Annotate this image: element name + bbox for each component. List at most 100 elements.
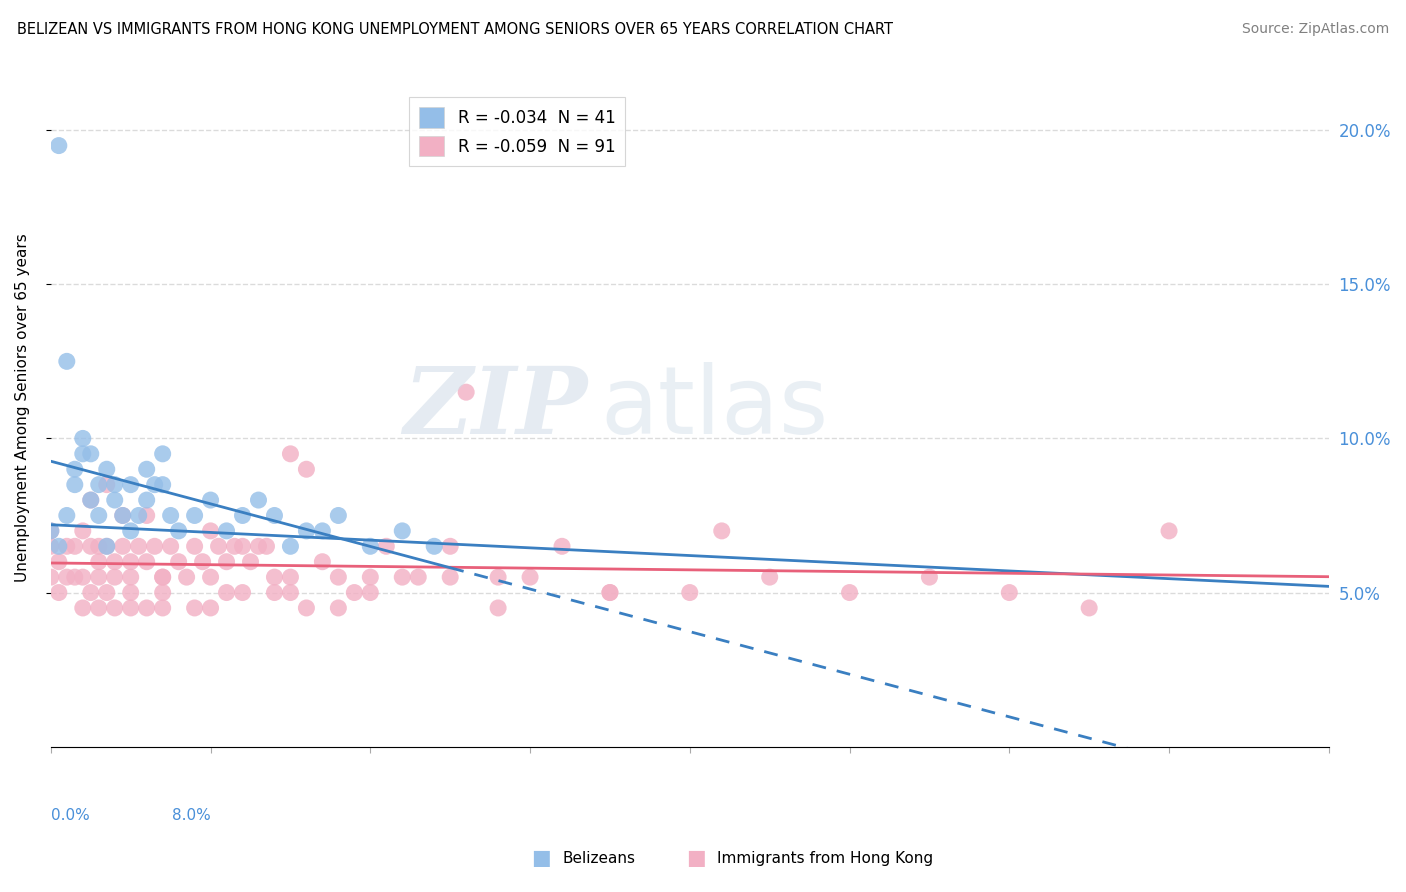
Point [328,508,350,523]
Point [135,601,157,615]
Point [72,601,94,615]
Point [48,585,70,599]
Point [111,539,134,553]
Point [486,601,509,615]
Point [998,585,1021,599]
Point [439,539,461,553]
Point [120,524,142,538]
Point [406,570,429,584]
Point [48,138,70,153]
Point [231,539,253,553]
Point [263,585,285,599]
Point [191,555,214,569]
Point [63,539,86,553]
Point [256,539,278,553]
Point [599,585,621,599]
Point [1078,601,1101,615]
Point [104,555,127,569]
Point [200,570,222,584]
Legend: R = -0.034  N = 41, R = -0.059  N = 91: R = -0.034 N = 41, R = -0.059 N = 91 [409,97,626,166]
Point [152,585,174,599]
Point [159,508,181,523]
Point [135,508,157,523]
Point [456,385,478,400]
Point [918,570,941,584]
Text: ■: ■ [686,848,706,868]
Point [375,539,398,553]
Point [39,524,62,538]
Point [135,462,157,476]
Point [128,539,150,553]
Point [263,570,285,584]
Point [599,585,621,599]
Point [104,493,127,508]
Point [104,601,127,615]
Point [135,493,157,508]
Text: atlas: atlas [600,361,828,454]
Point [120,555,142,569]
Point [439,570,461,584]
Point [838,585,860,599]
Point [80,493,103,508]
Text: Immigrants from Hong Kong: Immigrants from Hong Kong [717,851,934,865]
Point [519,570,541,584]
Point [143,539,166,553]
Point [104,570,127,584]
Text: Source: ZipAtlas.com: Source: ZipAtlas.com [1241,22,1389,37]
Point [39,539,62,553]
Point [111,508,134,523]
Point [359,585,381,599]
Point [128,508,150,523]
Point [56,354,79,368]
Point [280,585,302,599]
Point [143,477,166,491]
Point [176,570,198,584]
Point [87,601,110,615]
Point [295,462,318,476]
Point [96,539,118,553]
Text: ZIP: ZIP [404,362,588,452]
Point [63,570,86,584]
Point [263,508,285,523]
Point [152,570,174,584]
Point [72,570,94,584]
Point [343,585,366,599]
Point [183,508,205,523]
Point [328,570,350,584]
Point [56,570,79,584]
Point [39,524,62,538]
Point [231,508,253,523]
Point [63,477,86,491]
Point [72,431,94,445]
Point [159,539,181,553]
Point [710,524,733,538]
Point [311,524,333,538]
Point [280,539,302,553]
Point [120,477,142,491]
Point [87,508,110,523]
Point [120,601,142,615]
Point [391,570,413,584]
Point [295,524,318,538]
Point [167,555,190,569]
Point [96,477,118,491]
Text: 8.0%: 8.0% [172,807,211,822]
Point [87,555,110,569]
Point [96,585,118,599]
Point [152,601,174,615]
Text: 0.0%: 0.0% [51,807,90,822]
Point [758,570,780,584]
Point [111,508,134,523]
Point [200,524,222,538]
Point [551,539,574,553]
Point [56,539,79,553]
Text: Belizeans: Belizeans [562,851,636,865]
Point [423,539,446,553]
Point [63,462,86,476]
Point [72,524,94,538]
Point [120,585,142,599]
Point [200,601,222,615]
Point [207,539,229,553]
Y-axis label: Unemployment Among Seniors over 65 years: Unemployment Among Seniors over 65 years [15,233,30,582]
Point [359,570,381,584]
